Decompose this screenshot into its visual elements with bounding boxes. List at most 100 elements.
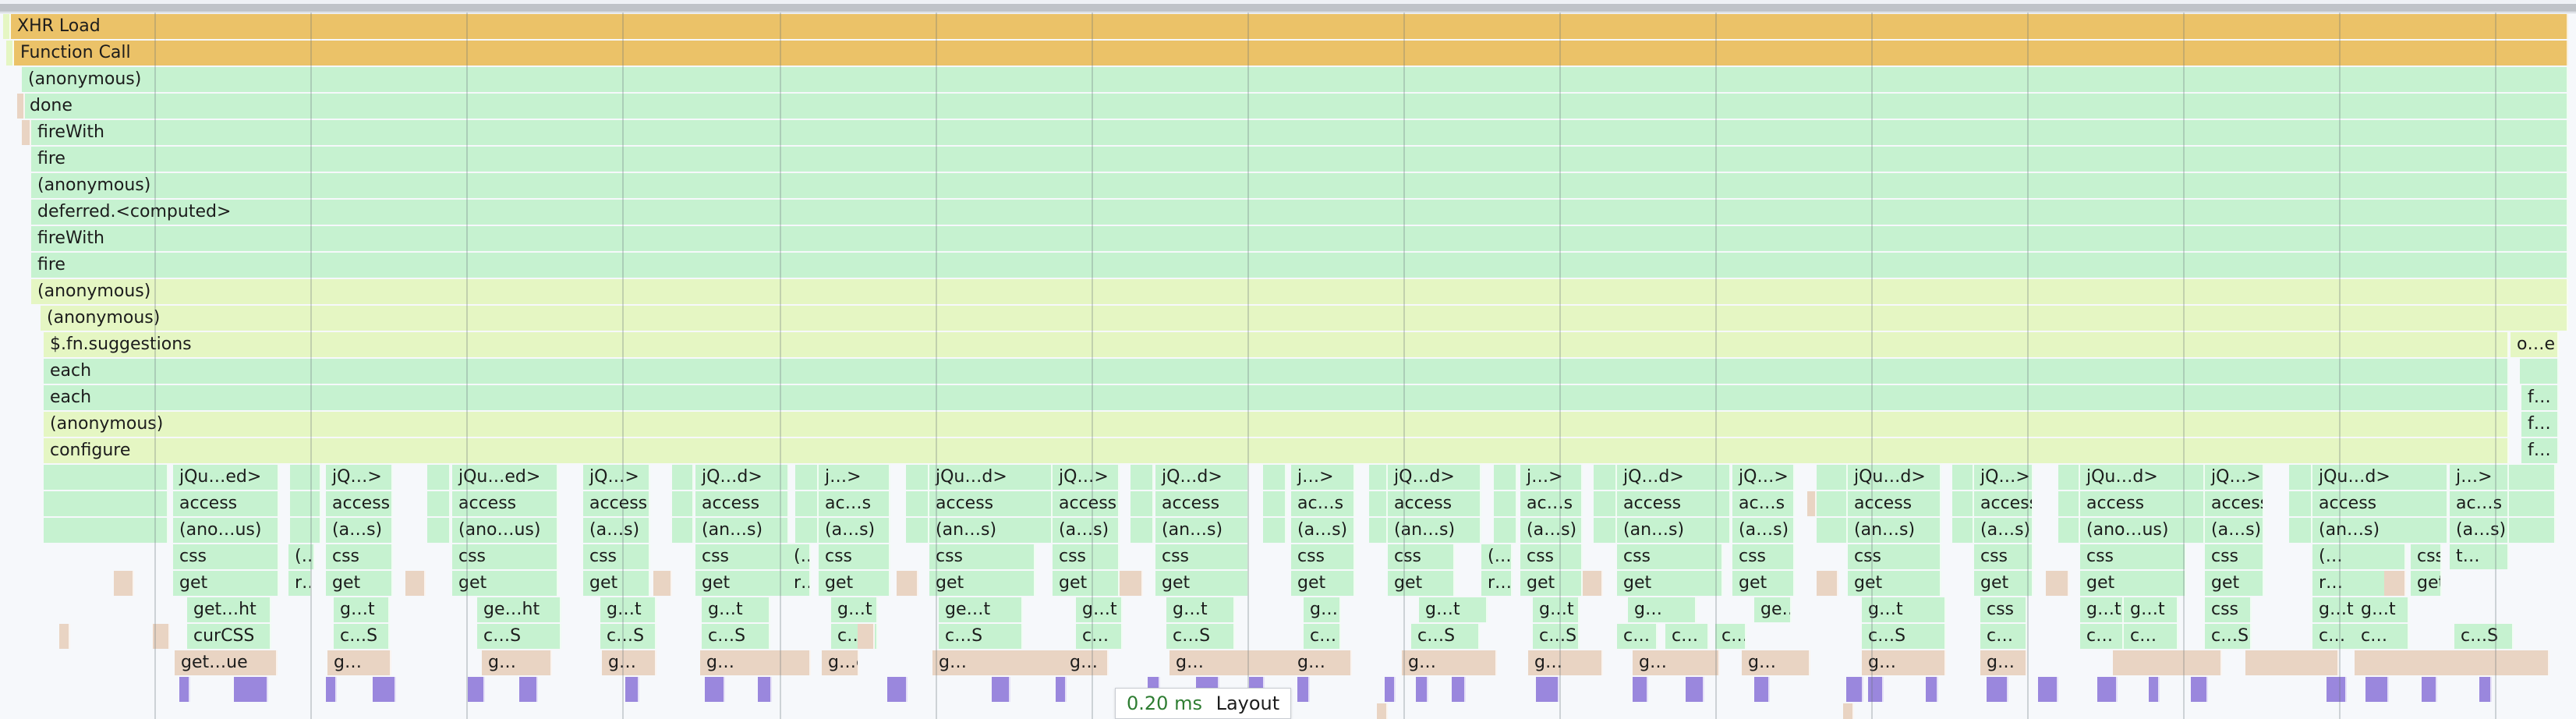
frame-anonymous[interactable]: (a…s) <box>326 518 393 543</box>
frame-css[interactable]: (… <box>787 544 811 569</box>
frame-getvalue[interactable]: g… <box>1742 650 1810 675</box>
frame-filler[interactable] <box>1594 465 1617 490</box>
frame-get[interactable]: get <box>819 571 890 596</box>
frame-curcss[interactable]: c… <box>1665 624 1709 649</box>
frame-get[interactable]: get <box>1617 571 1723 596</box>
frame-anonymous[interactable]: (ano…us) <box>452 518 558 543</box>
frame-filler[interactable] <box>44 465 168 490</box>
frame-curcss[interactable]: c… <box>1980 624 2027 649</box>
frame-anonymous[interactable]: (a…s) <box>1053 518 1120 543</box>
frame-css[interactable]: css <box>326 544 393 569</box>
stack-frame-sliver[interactable] <box>22 120 31 145</box>
frame-access[interactable]: access <box>1974 491 2033 516</box>
frame-access[interactable]: access <box>2312 491 2419 516</box>
stack-frame[interactable]: $.fn.suggestions <box>44 332 2509 357</box>
frame-anonymous[interactable]: (an…s) <box>1155 518 1249 543</box>
frame-jquery[interactable]: jQu…d> <box>1848 465 1941 490</box>
frame-filler[interactable] <box>290 491 321 516</box>
layout-event[interactable] <box>758 677 772 702</box>
frame-filler[interactable] <box>427 518 451 543</box>
frame-get[interactable]: get <box>452 571 558 596</box>
frame-getter[interactable]: g…t <box>1076 597 1123 622</box>
stack-frame[interactable]: fireWith <box>31 226 2568 251</box>
frame-css[interactable]: css <box>929 544 1035 569</box>
stack-frame[interactable]: done <box>23 94 2568 119</box>
frame-access[interactable]: access <box>1155 491 1249 516</box>
frame-get[interactable]: get <box>1848 571 1941 596</box>
layout-event[interactable] <box>1452 677 1466 702</box>
frame-curcss[interactable]: c… <box>2312 624 2356 649</box>
frame-getter[interactable]: g…t <box>2124 597 2178 622</box>
layout-event[interactable] <box>1633 677 1648 702</box>
layout-event[interactable] <box>2365 677 2389 702</box>
frame-getter[interactable]: get…ht <box>187 597 271 622</box>
layout-event[interactable] <box>2097 677 2118 702</box>
frame-getvalue[interactable] <box>2355 650 2479 675</box>
frame-curcss[interactable]: c… <box>1617 624 1658 649</box>
frame-get[interactable]: get <box>326 571 393 596</box>
frame-get[interactable]: get <box>1291 571 1355 596</box>
frame-getter[interactable]: g…t <box>2080 597 2124 622</box>
frame-curcss[interactable]: c…S <box>1533 624 1580 649</box>
frame-getter[interactable]: ge…t <box>939 597 1023 622</box>
stack-frame[interactable]: (anonymous) <box>41 306 2568 331</box>
frame-filler[interactable] <box>1594 491 1617 516</box>
layout-event[interactable] <box>1416 677 1428 702</box>
frame-access[interactable]: access <box>326 491 393 516</box>
frame-filler[interactable] <box>290 518 321 543</box>
stack-frame[interactable]: configure <box>44 438 2509 463</box>
frame-filler[interactable] <box>2509 491 2556 516</box>
stack-frame-right[interactable]: o…e <box>2511 332 2559 357</box>
layout-event[interactable] <box>2038 677 2058 702</box>
frame-tan-sliver[interactable] <box>1377 703 1388 719</box>
frame-access[interactable]: access <box>583 491 650 516</box>
frame-filler[interactable] <box>1817 518 1848 543</box>
frame-css[interactable]: css <box>1520 544 1583 569</box>
frame-filler[interactable] <box>1029 491 1053 516</box>
frame-curcss[interactable]: c… <box>2080 624 2124 649</box>
frame-get[interactable]: get <box>929 571 1035 596</box>
frame-anonymous[interactable]: (a…s) <box>583 518 650 543</box>
frame-filler[interactable] <box>1029 518 1053 543</box>
frame-getter[interactable]: g… <box>1628 597 1697 622</box>
frame-access[interactable]: ac…s <box>1732 491 1795 516</box>
frame-anonymous[interactable]: (ano…us) <box>173 518 279 543</box>
layout-event[interactable] <box>468 677 485 702</box>
frame-filler[interactable] <box>1494 491 1517 516</box>
frame-filler[interactable] <box>2180 491 2205 516</box>
frame-filler[interactable] <box>1263 491 1286 516</box>
frame-access[interactable]: access <box>1053 491 1120 516</box>
frame-filler[interactable] <box>2289 491 2312 516</box>
stack-frame-right[interactable] <box>2520 359 2559 384</box>
frame-access[interactable]: access <box>2205 491 2264 516</box>
frame-curcss[interactable]: c…S <box>334 624 390 649</box>
frame-getter[interactable]: g…t <box>1166 597 1235 622</box>
layout-event[interactable] <box>705 677 725 702</box>
frame-getvalue[interactable]: g… <box>1633 650 1720 675</box>
frame-css[interactable]: css <box>583 544 650 569</box>
frame-tan-sliver[interactable] <box>405 571 426 596</box>
frame-access[interactable]: access <box>929 491 1035 516</box>
frame-getvalue[interactable]: g… <box>602 650 656 675</box>
stack-frame[interactable]: (anonymous) <box>22 67 2568 92</box>
stack-frame[interactable]: XHR Load <box>11 14 2568 39</box>
frame-getter[interactable]: ge…t <box>1754 597 1792 622</box>
frame-curcss[interactable]: c…S <box>1411 624 1480 649</box>
frame-css[interactable]: css <box>695 544 789 569</box>
frame-tan-sliver[interactable] <box>858 624 875 649</box>
frame-anonymous[interactable]: (a…s) <box>1974 518 2033 543</box>
frame-filler[interactable] <box>2417 518 2448 543</box>
stack-frame[interactable]: each <box>44 385 2509 410</box>
frame-getvalue[interactable]: g… <box>327 650 391 675</box>
frame-getvalue[interactable]: g…e <box>822 650 859 675</box>
frame-curcss[interactable]: c… <box>1304 624 1341 649</box>
frame-anonymous[interactable]: (an…s) <box>695 518 789 543</box>
stack-frame-sliver[interactable] <box>17 94 25 119</box>
frame-filler[interactable] <box>672 491 694 516</box>
frame-get[interactable]: get <box>2080 571 2186 596</box>
frame-getter[interactable]: g… <box>1304 597 1341 622</box>
frame-filler[interactable] <box>1494 465 1517 490</box>
frame-access[interactable]: ac…s <box>819 491 890 516</box>
frame-getter[interactable]: css <box>2205 597 2252 622</box>
frame-access[interactable]: ac…s <box>1520 491 1583 516</box>
